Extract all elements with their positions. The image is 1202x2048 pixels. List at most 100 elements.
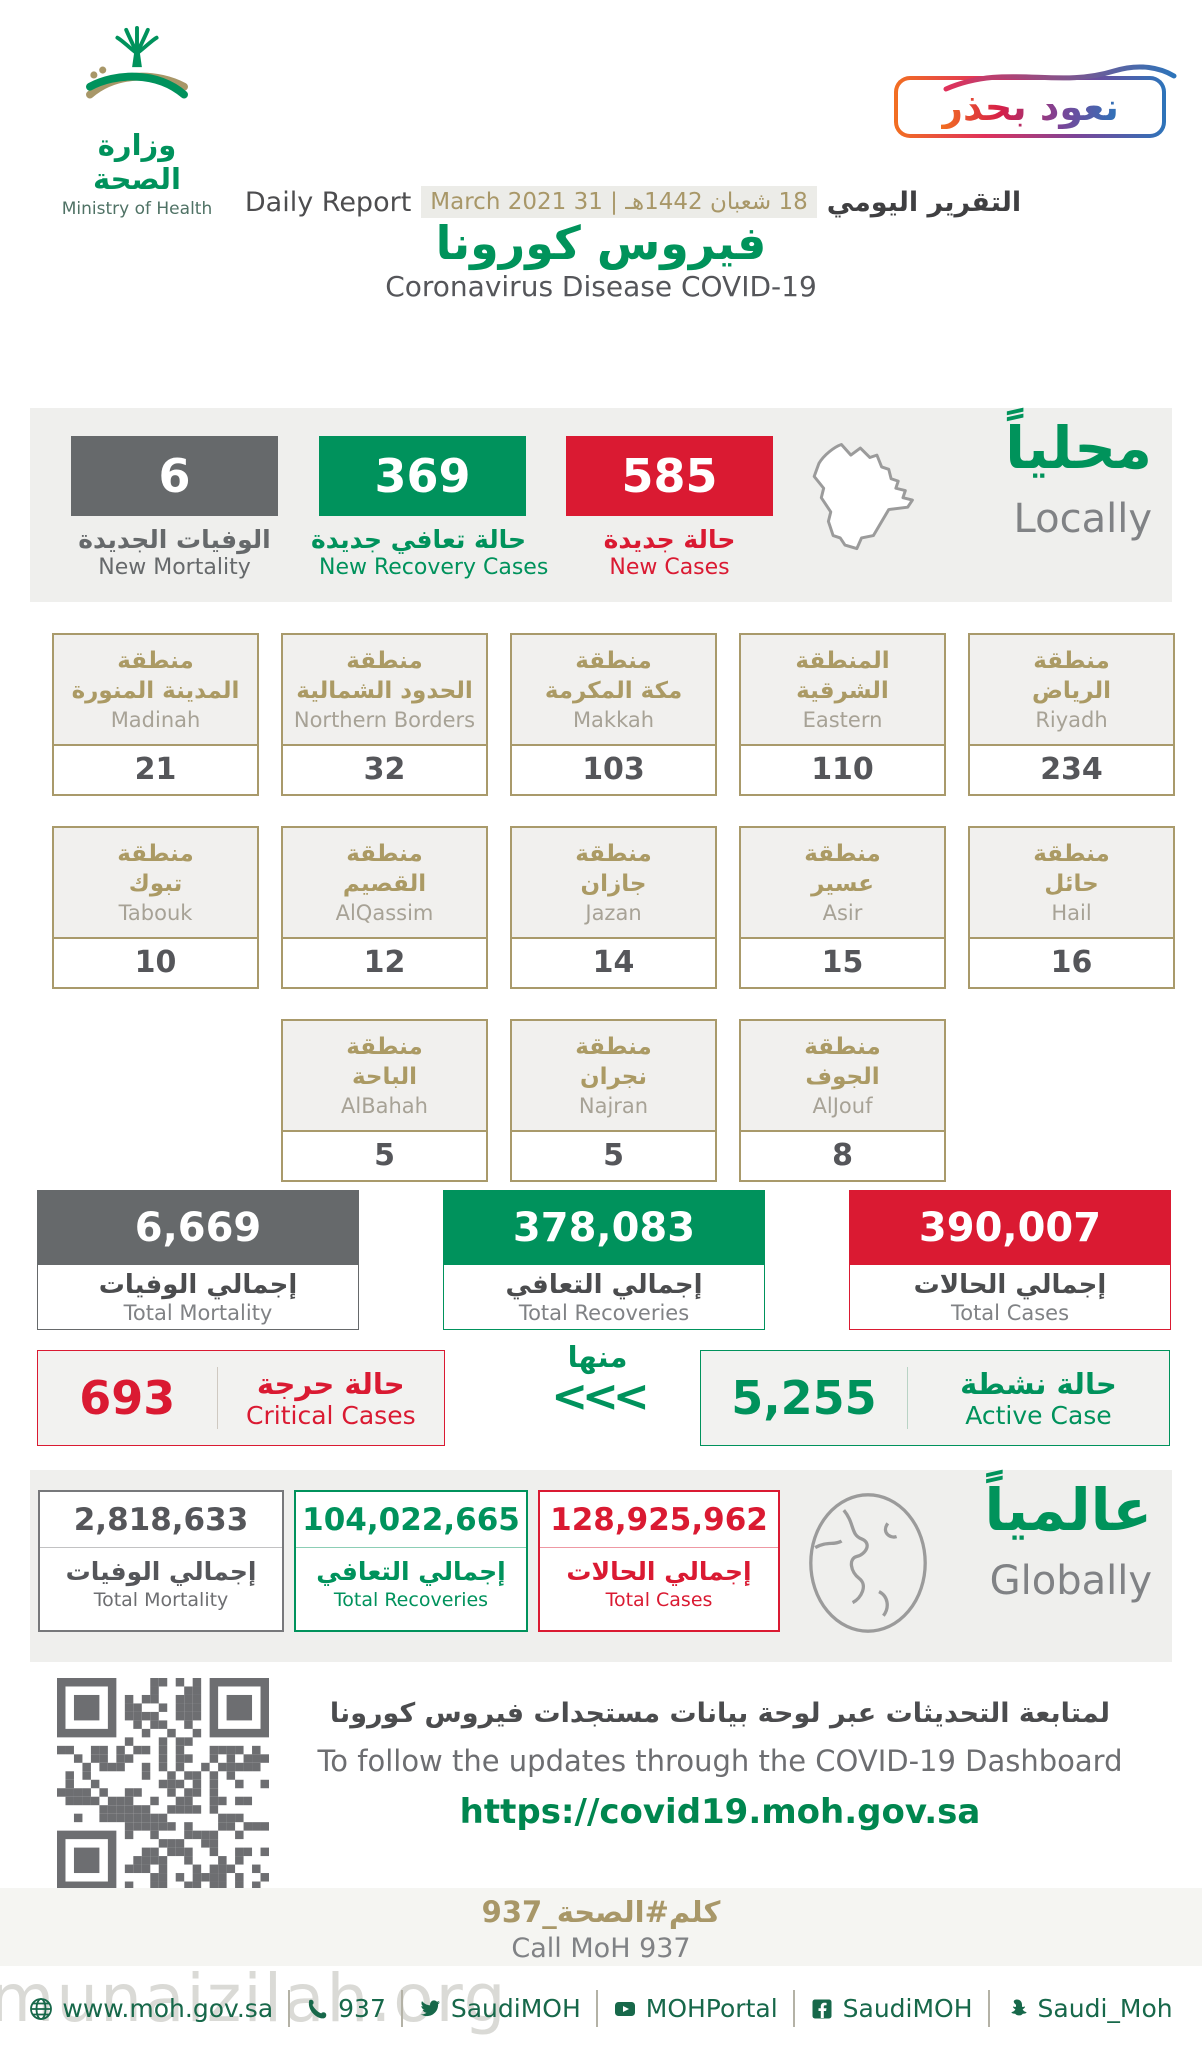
new-mortality-label-english: New Mortality xyxy=(98,555,251,580)
dashboard-url-link[interactable]: https://covid19.moh.gov.sa xyxy=(459,1792,981,1832)
total-mortality-label-arabic: إجمالي الوفيات xyxy=(98,1270,298,1300)
total-cases-value: 390,007 xyxy=(850,1191,1170,1265)
call-hashtag-arabic: كلم#الصحة_937 xyxy=(481,1895,721,1929)
region-card-alqassim: منطقة القصيم AlQassim 12 xyxy=(281,826,488,989)
global-cases-label-arabic: إجمالي الحالات xyxy=(566,1557,752,1586)
region-name-english: Madinah xyxy=(110,708,201,733)
global-mortality-card: 2,818,633 إجمالي الوفيات Total Mortality xyxy=(38,1490,284,1632)
globe-icon xyxy=(809,1493,927,1633)
global-recoveries-label-arabic: إجمالي التعافي xyxy=(316,1557,506,1586)
region-card-riyadh: منطقة الرياض Riyadh 234 xyxy=(968,633,1175,796)
saudi-arabia-map-icon xyxy=(812,442,914,551)
region-name-english: Riyadh xyxy=(1035,708,1108,733)
total-mortality-card: 6,669 إجمالي الوفيات Total Mortality xyxy=(37,1190,359,1330)
global-cases-value: 128,925,962 xyxy=(550,1501,768,1538)
total-recoveries-card: 378,083 إجمالي التعافي Total Recoveries xyxy=(443,1190,765,1330)
total-cases-label-arabic: إجمالي الحالات xyxy=(913,1270,1107,1300)
region-card-albahah: منطقة الباحة AlBahah 5 xyxy=(281,1019,488,1182)
region-name-arabic: منطقة نجران xyxy=(575,1033,652,1090)
dashboard-note-arabic: لمتابعة التحديثات عبر لوحة بيانات مستجدا… xyxy=(329,1698,1111,1729)
new-recovery-value: 369 xyxy=(319,436,526,516)
global-cases-label-english: Total Cases xyxy=(605,1589,713,1611)
footer-phone-link[interactable]: 937 xyxy=(288,1990,401,2027)
call-moh-strip: كلم#الصحة_937 Call MoH 937 xyxy=(0,1888,1202,1966)
region-value: 16 xyxy=(1050,944,1093,980)
region-value: 5 xyxy=(603,1137,624,1173)
locally-heading-english: Locally xyxy=(1013,496,1152,542)
new-mortality-value: 6 xyxy=(71,436,278,516)
region-name-arabic: منطقة الحدود الشمالية xyxy=(296,647,473,704)
new-mortality-label-arabic: الوفيات الجديدة xyxy=(78,525,271,554)
footer-youtube-link[interactable]: MOHPortal xyxy=(595,1990,793,2027)
total-cases-card: 390,007 إجمالي الحالات Total Cases xyxy=(849,1190,1171,1330)
region-name-english: Makkah xyxy=(572,708,655,733)
divider xyxy=(40,1547,282,1548)
new-cases-label-arabic: حالة جديدة xyxy=(603,525,736,554)
qr-code-icon xyxy=(57,1678,269,1890)
critical-cases-label-english: Critical Cases xyxy=(246,1400,416,1430)
footer-facebook-link[interactable]: SaudiMOH xyxy=(792,1990,988,2027)
phone-icon xyxy=(308,1999,327,2018)
region-name-arabic: منطقة مكة المكرمة xyxy=(544,647,683,704)
region-name-arabic: منطقة الباحة xyxy=(346,1033,423,1090)
region-name-english: Najran xyxy=(578,1094,649,1119)
new-cases-stat: 585 حالة جديدة New Cases xyxy=(566,436,773,580)
region-name-arabic: منطقة الرياض xyxy=(1031,647,1112,704)
active-cases-value: 5,255 xyxy=(731,1371,877,1425)
new-recovery-label-arabic: حالة تعافي جديدة xyxy=(311,525,526,554)
region-value: 10 xyxy=(134,944,177,980)
region-card-asir: منطقة عسير Asir 15 xyxy=(739,826,946,989)
region-card-northern-borders: منطقة الحدود الشمالية Northern Borders 32 xyxy=(281,633,488,796)
footer-social-bar: www.moh.gov.sa 937 SaudiMOH MOHPortal Sa… xyxy=(0,1990,1202,2027)
ministry-name-arabic: وزارة الصحة xyxy=(93,128,181,196)
region-name-english: Jazan xyxy=(585,901,642,926)
region-name-arabic: منطقة حائل xyxy=(1033,840,1110,897)
region-card-makkah: منطقة مكة المكرمة Makkah 103 xyxy=(510,633,717,796)
region-card-tabouk: منطقة تبوك Tabouk 10 xyxy=(52,826,259,989)
region-card-eastern: المنطقة الشرقية Eastern 110 xyxy=(739,633,946,796)
call-moh-english: Call MoH 937 xyxy=(511,1933,691,1964)
critical-cases-value: 693 xyxy=(79,1371,176,1425)
region-name-english: AlJouf xyxy=(812,1094,873,1119)
active-cases-box: 5,255 حالة نشطة Active Case xyxy=(700,1350,1170,1446)
critical-cases-box: 693 حالة حرجة Critical Cases xyxy=(37,1350,445,1446)
region-name-arabic: المنطقة الشرقية xyxy=(795,647,890,704)
report-title-line: Daily Report 18 شعبان 1442هـ | 31 March … xyxy=(32,186,1202,218)
global-cases-card: 128,925,962 إجمالي الحالات Total Cases xyxy=(538,1490,780,1632)
region-value: 12 xyxy=(363,944,406,980)
global-recoveries-label-english: Total Recoveries xyxy=(333,1589,489,1611)
region-card-aljouf: منطقة الجوف AlJouf 8 xyxy=(739,1019,946,1182)
globe-icon xyxy=(30,1997,53,2020)
region-value: 15 xyxy=(821,944,864,980)
region-value: 14 xyxy=(592,944,635,980)
global-mortality-label-english: Total Mortality xyxy=(93,1589,229,1611)
footer-snapchat-link[interactable]: Saudi_Moh xyxy=(987,1990,1188,2027)
global-mortality-value: 2,818,633 xyxy=(73,1501,249,1538)
new-recovery-stat: 369 حالة تعافي جديدة New Recovery Cases xyxy=(311,436,548,580)
disease-title-english: Coronavirus Disease COVID-19 xyxy=(385,270,817,303)
total-recoveries-value: 378,083 xyxy=(444,1191,764,1265)
divider xyxy=(540,1547,778,1548)
region-value: 103 xyxy=(582,751,645,787)
region-name-english: Eastern xyxy=(802,708,883,733)
total-cases-label-english: Total Cases xyxy=(950,1301,1070,1325)
badge-background: نعود بحذر xyxy=(898,80,1162,134)
report-date: 18 شعبان 1442هـ | 31 March 2021 xyxy=(421,186,817,218)
region-value: 21 xyxy=(134,751,177,787)
daily-report-english: Daily Report xyxy=(244,186,412,218)
region-name-arabic: منطقة جازان xyxy=(575,840,652,897)
region-name-english: Northern Borders xyxy=(293,708,476,733)
of-which-label: منها xyxy=(567,1340,628,1374)
palm-and-swords-icon xyxy=(86,25,188,99)
region-name-english: Asir xyxy=(822,901,863,926)
new-cases-label-english: New Cases xyxy=(609,555,730,580)
badge-swoosh-icon xyxy=(943,64,1177,92)
active-cases-label-english: Active Case xyxy=(965,1400,1112,1430)
region-card-najran: منطقة نجران Najran 5 xyxy=(510,1019,717,1182)
footer-twitter-link[interactable]: SaudiMOH xyxy=(400,1990,596,2027)
footer-website-link[interactable]: www.moh.gov.sa xyxy=(14,1990,288,2027)
region-card-madinah: منطقة المدينة المنورة Madinah 21 xyxy=(52,633,259,796)
youtube-icon xyxy=(614,2001,635,2016)
region-card-hail: منطقة حائل Hail 16 xyxy=(968,826,1175,989)
